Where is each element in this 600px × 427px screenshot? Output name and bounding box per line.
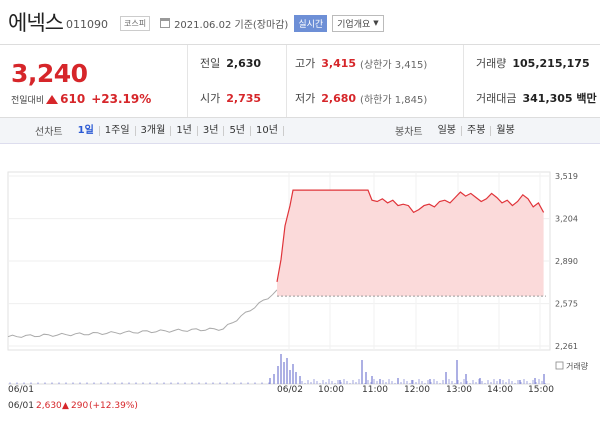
high-label: 고가 [295,57,316,70]
x-tick-label: 10:00 [318,385,344,395]
upper-limit: (상한가 3,415) [360,59,428,71]
volume-legend-icon [555,361,564,370]
tab-1d[interactable]: 1일 [73,125,100,136]
chart-period-tabs: 선차트 1일 1주일 3개월 1년 3년 5년 10년 봉차트 일봉 주봉 월봉 [0,118,600,144]
tab-10y[interactable]: 10년 [251,125,284,136]
change-percent: +23.19% [91,92,152,106]
amount-label: 거래대금 [476,92,517,105]
x-tick-label: 12:00 [404,385,430,395]
x-tick-label: 14:00 [487,385,513,395]
tab-monthly[interactable]: 월봉 [496,124,515,136]
volume-label: 거래량 [476,57,507,70]
price-chart[interactable]: 3,519 3,204 2,890 2,575 2,261 06/01 06/02 10:0… [0,144,600,423]
x-tick-label: 06/01 [8,385,34,395]
open-label: 시가 [200,92,221,105]
stock-name: 에넥스 [8,11,64,35]
x-tick-label: 13:00 [446,385,472,395]
tab-1y[interactable]: 1년 [171,125,198,136]
footer-day: 06/01 [8,401,34,411]
footer-pct: (+12.39%) [89,401,138,411]
open-cell: 시가 2,735 [200,83,261,113]
current-price-box: 3,240 전일대비 610 +23.19% [0,45,188,117]
tab-daily[interactable]: 일봉 [433,125,463,136]
y-tick-label: 2,575 [555,300,578,309]
high-cell: 고가 3,415 (상한가 3,415) [295,48,427,78]
low-cell: 저가 2,680 (하한가 1,845) [295,83,427,113]
tab-3m[interactable]: 3개월 [136,125,172,136]
amount-cell: 거래대금 341,305 백만 [476,83,597,113]
prev-close-value: 2,630 [226,56,262,70]
calendar-icon [160,18,171,28]
volume-cell: 거래량 105,215,175 [476,48,590,78]
change-label: 전일대비 [11,95,45,106]
price-chart-svg: 3,519 3,204 2,890 2,575 2,261 06/01 06/02 10:0… [7,171,589,411]
stock-header: 에넥스 011090 코스피 2021.06.02 기준(장마감) 실시간 기업… [0,0,600,44]
realtime-button[interactable]: 실시간 [294,14,328,32]
chevron-down-icon: ▼ [373,19,379,27]
candle-chart-label: 봉차트 [395,127,423,138]
footer-info: 06/01 2,630 ▲ 290 (+12.39%) [8,401,138,411]
footer-change: 290 [71,401,88,411]
previous-day-price-line [7,289,278,338]
date-info: 2021.06.02 기준(장마감) [160,16,288,31]
tab-weekly[interactable]: 주봉 [462,125,492,136]
low-value: 2,680 [321,91,357,105]
prev-close-cell: 전일 2,630 [200,48,261,78]
tab-3y[interactable]: 3년 [198,125,225,136]
x-tick-label: 11:00 [362,385,388,395]
candle-tab-group: 봉차트 일봉 주봉 월봉 [395,123,520,138]
tab-1w[interactable]: 1주일 [100,125,136,136]
change-value: 610 [60,92,86,106]
y-tick-label: 3,519 [555,172,578,181]
x-tick-label: 06/02 [277,385,303,395]
volume-axis-label: 거래량 [566,361,589,371]
high-value: 3,415 [321,56,357,70]
stock-code: 011090 [65,18,108,31]
prev-close-label: 전일 [200,57,221,70]
company-info-label: 기업개요 [337,19,371,30]
change-row: 전일대비 610 +23.19% [11,92,151,106]
divider [286,45,287,117]
price-line [276,189,545,283]
up-arrow-icon [46,94,59,104]
date-text: 2021.06.02 기준(장마감) [174,19,289,31]
tab-5y[interactable]: 5년 [224,125,251,136]
company-info-dropdown[interactable]: 기업개요 ▼ [332,14,384,32]
price-fill-area [277,190,544,297]
footer-close: 2,630 [36,401,62,411]
line-chart-label: 선차트 [35,127,63,138]
price-summary: 3,240 전일대비 610 +23.19% 전일 2,630 시가 2,735… [0,44,600,118]
low-label: 저가 [295,92,316,105]
open-value: 2,735 [226,91,262,105]
amount-value: 341,305 백만 [522,92,597,105]
current-price: 3,240 [11,59,88,88]
y-tick-label: 2,261 [555,342,578,351]
divider [463,45,464,117]
market-badge: 코스피 [119,15,151,31]
y-tick-label: 3,204 [555,215,578,224]
lower-limit: (하한가 1,845) [360,94,428,106]
footer-up-arrow-icon: ▲ [62,401,69,411]
volume-value: 105,215,175 [512,56,590,70]
x-tick-label: 15:00 [528,385,554,395]
y-tick-label: 2,890 [555,257,578,266]
